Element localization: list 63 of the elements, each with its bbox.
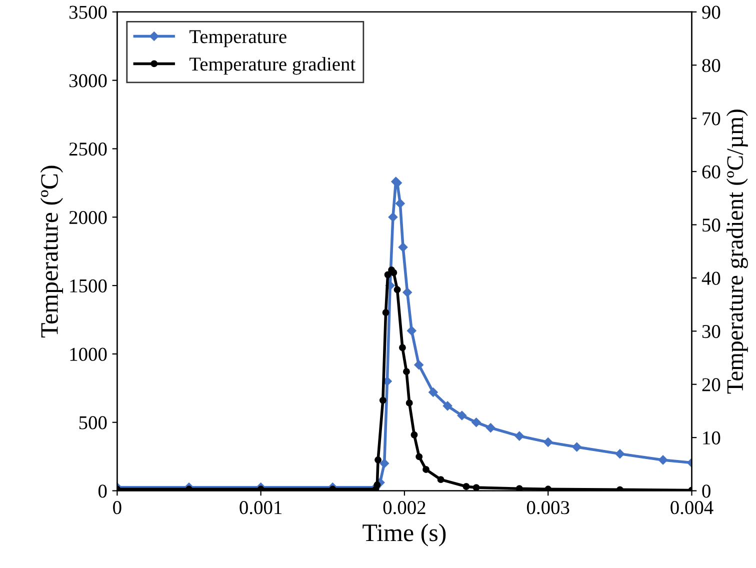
point	[658, 455, 668, 465]
point	[437, 476, 444, 484]
point	[388, 212, 398, 222]
y-tick-label: 500	[79, 416, 107, 430]
point	[374, 481, 381, 488]
point	[410, 431, 418, 438]
point	[514, 431, 524, 441]
point	[462, 483, 470, 490]
point	[379, 396, 386, 404]
point	[416, 453, 423, 460]
point	[374, 456, 382, 464]
y-tick-label: 2000	[69, 210, 107, 224]
point	[402, 288, 412, 298]
point	[442, 401, 452, 411]
point	[422, 466, 430, 473]
x-tick-label: 0	[113, 501, 122, 514]
legend-label: Temperature	[189, 30, 286, 48]
legend-label: Temperature gradient	[189, 57, 356, 75]
x-axis-title: Time (s)	[362, 524, 446, 546]
point	[396, 198, 405, 208]
point	[414, 360, 424, 370]
x-tick-label: 0.001	[240, 501, 282, 514]
y2-tick-label: 30	[702, 324, 720, 338]
y-tick-label: 1000	[70, 348, 107, 361]
point	[543, 438, 553, 447]
y-tick-label: 3000	[70, 74, 107, 88]
point	[398, 344, 406, 352]
y2-tick-label: 90	[702, 6, 720, 19]
point	[384, 271, 392, 278]
point	[486, 423, 496, 432]
x-tick-label: 0.003	[526, 501, 570, 514]
y2-tick-label: 40	[702, 272, 720, 285]
y2-tick-label: 70	[702, 112, 720, 126]
y2-tick-label: 60	[702, 165, 720, 178]
y-axis-title: Temperature (ºC)	[40, 166, 64, 338]
y2-tick-label: 50	[702, 218, 720, 232]
point	[407, 326, 416, 336]
y-tick-label: 2500	[69, 142, 107, 156]
point	[572, 442, 582, 452]
y2-tick-label: 0	[702, 484, 710, 498]
point	[544, 486, 552, 491]
point	[406, 399, 413, 406]
point	[380, 458, 389, 468]
y2-tick-label: 80	[702, 58, 720, 72]
y-tick-label: 3500	[70, 6, 107, 19]
y-tick-label: 0	[98, 484, 107, 498]
point	[428, 388, 438, 397]
point	[472, 418, 481, 427]
point	[398, 242, 408, 252]
point	[615, 449, 625, 458]
point	[390, 269, 398, 276]
point	[457, 410, 467, 420]
x-tick-label: 0.004	[670, 501, 714, 514]
point	[472, 484, 480, 491]
y-tick-label: 1500	[70, 279, 107, 292]
y2-tick-label: 10	[703, 431, 720, 444]
y2-axis-title: Temperature gradient (ºC/µm)	[726, 110, 748, 394]
x-tick-label: 0.002	[383, 501, 426, 514]
point	[382, 309, 390, 316]
y2-tick-label: 20	[702, 378, 720, 392]
point	[394, 286, 401, 294]
point	[516, 485, 523, 491]
point	[403, 368, 410, 376]
